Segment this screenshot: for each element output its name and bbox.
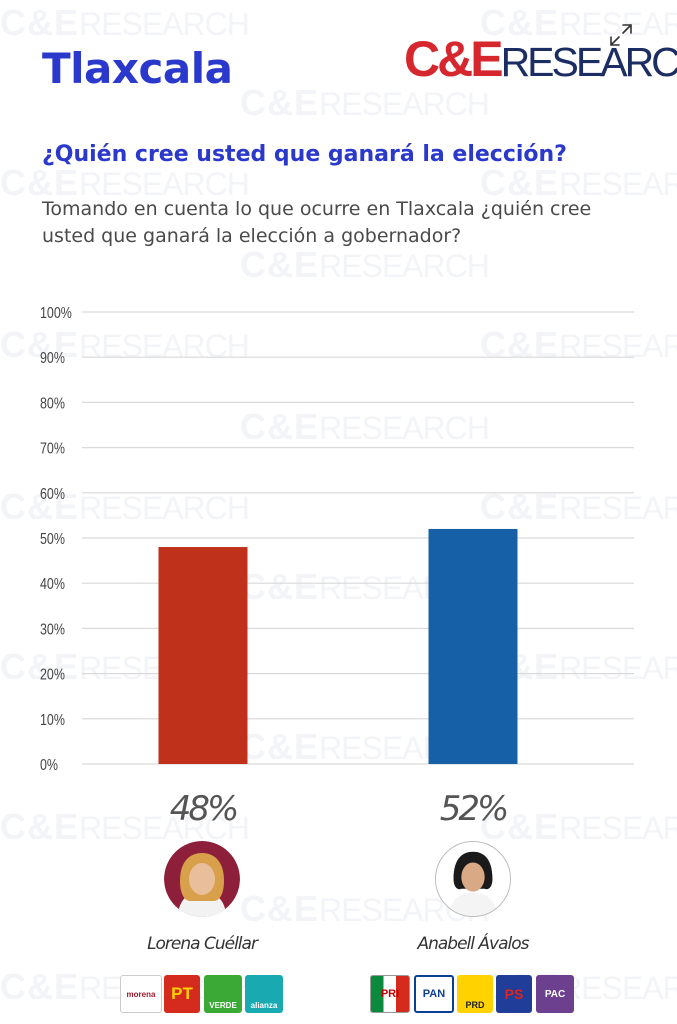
data-label: 52% bbox=[440, 789, 507, 829]
bar-chart: 0% 10% 20% 30% 40% 50% 60% 70% 80% 90% 100% 48% 52% bbox=[40, 305, 634, 829]
candidate-avatar-avalos bbox=[435, 841, 511, 917]
question-heading: ¿Quién cree usted que ganará la elección… bbox=[42, 142, 567, 167]
candidate-name: Anabell Ávalos bbox=[417, 934, 529, 954]
y-tick-label: 20% bbox=[40, 666, 65, 684]
question-text: Tomando en cuenta lo que ocurre en Tlaxc… bbox=[42, 198, 592, 247]
state-title: Tlaxcala bbox=[42, 44, 233, 93]
y-tick-label: 70% bbox=[40, 440, 65, 458]
morena-logo: morena bbox=[120, 975, 162, 1013]
pac-logo: PAC bbox=[536, 975, 574, 1013]
brand-logo-research: RESEARCH bbox=[500, 39, 677, 85]
nueva-alianza-logo: alianza bbox=[245, 975, 283, 1013]
pan-logo: PAN bbox=[414, 975, 454, 1013]
y-tick-label: 60% bbox=[40, 485, 65, 503]
candidate-name: Lorena Cuéllar bbox=[147, 934, 258, 954]
brand-logo: C&ERESEARCH bbox=[404, 34, 677, 84]
y-tick-label: 100% bbox=[40, 305, 72, 323]
watermark: C&ERESEARCH bbox=[240, 82, 490, 123]
candidate-avatar-cuellar bbox=[164, 841, 240, 917]
y-tick-label: 0% bbox=[40, 757, 58, 775]
brand-logo-ce: C&E bbox=[404, 31, 504, 87]
pri-logo: PRI bbox=[370, 975, 410, 1013]
verde-logo: VERDE bbox=[204, 975, 242, 1013]
y-tick-label: 80% bbox=[40, 395, 65, 413]
bar-1 bbox=[158, 547, 248, 764]
prd-logo: PRD bbox=[457, 975, 493, 1013]
y-tick-label: 90% bbox=[40, 350, 65, 368]
watermark: C&ERESEARCH bbox=[0, 2, 250, 43]
data-label: 48% bbox=[170, 789, 237, 829]
y-tick-label: 40% bbox=[40, 576, 65, 594]
bar-2 bbox=[428, 528, 518, 764]
y-tick-label: 50% bbox=[40, 531, 65, 549]
expand-icon[interactable] bbox=[608, 22, 634, 48]
ps-logo: PS bbox=[496, 975, 532, 1013]
y-tick-label: 10% bbox=[40, 711, 65, 729]
pt-logo: PT bbox=[164, 975, 200, 1013]
y-tick-label: 30% bbox=[40, 621, 65, 639]
